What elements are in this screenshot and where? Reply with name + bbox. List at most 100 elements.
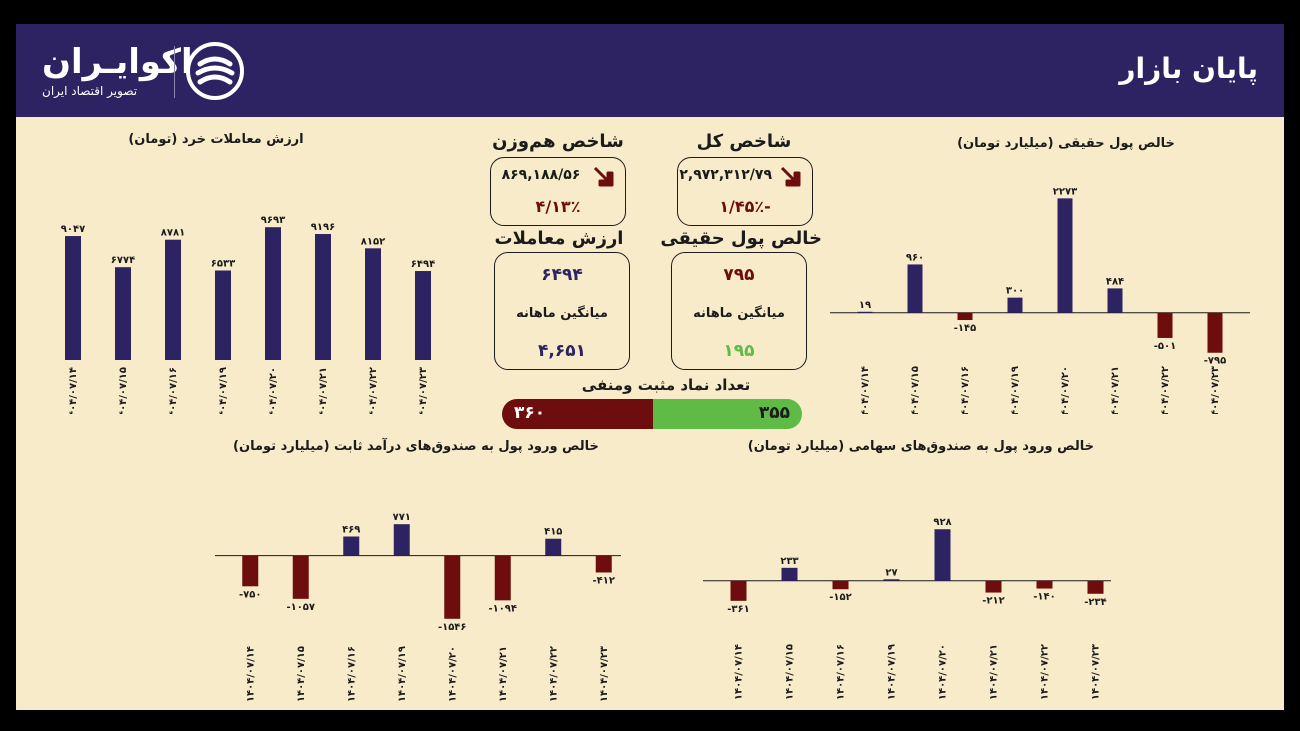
realmoney-bar [1057,198,1073,313]
equal-index-change: ۴/۱۳٪ [535,197,581,216]
header-bar: اکوایـران تصویر اقتصاد ایران پایان بازار [16,24,1284,117]
positive-symbols-count: ۳۵۵ [758,403,790,423]
retail-tick-label: ۱۴۰۴/۰۷/۲۳ [418,367,429,414]
realmoney-bar [857,311,873,313]
equityfunds-value-label: -۲۱۲ [982,596,1004,607]
fixedincome-tick-label: ۱۴۰۴/۰۷/۱۹ [397,646,408,702]
retail-bar [315,234,331,360]
retail-bar [265,227,281,360]
retail-tick-label: ۱۴۰۴/۰۷/۱۹ [218,367,229,414]
fixedincome-tick-label: ۱۴۰۴/۰۷/۲۲ [548,646,559,702]
realmoney-tick-label: ۱۴۰۴/۰۷/۱۵ [910,366,921,414]
retail-value-label: ۶۷۷۴ [111,255,135,266]
realmoney-bar [907,264,923,313]
real-money-avg-value: ۱۹۵ [723,341,755,361]
equityfunds-tick-label: ۱۴۰۴/۰۷/۱۶ [836,644,847,700]
realmoney-value-label: -۵۰۱ [1154,341,1176,352]
retail-value-label: ۸۷۸۱ [161,228,185,239]
down-arrow-icon [780,166,801,187]
realmoney-tick-label: ۱۴۰۴/۰۷/۱۶ [960,366,971,414]
fixedincome-bar [393,524,410,556]
equityfunds-bar [1036,580,1053,589]
total-index-box: ۲,۹۷۲,۳۱۲/۷۹ -۱/۴۵٪ [677,157,813,226]
retail-tick-label: ۱۴۰۴/۰۷/۲۰ [268,367,279,414]
equityfunds-bar [883,579,900,581]
fixedincome-value-label: -۴۱۲ [593,575,615,586]
retail-chart-title: ارزش معاملات خرد (تومان) [128,132,304,147]
symbols-label: تعداد نماد مثبت ومنفی [581,376,751,394]
real-money-value: ۷۹۵ [723,265,755,285]
retail-value-label: ۸۱۵۲ [361,236,385,247]
retail-value-label: ۹۰۴۷ [61,224,85,235]
equityfunds-value-label: -۱۴۰ [1033,592,1055,603]
equityfunds-bar [781,567,798,581]
realmoney-chart-title: خالص پول حقیقی (میلیارد تومان) [957,136,1175,151]
fixedincome-value-label: -۱۰۹۴ [488,603,517,614]
equityfunds-value-label: ۹۲۸ [933,517,951,528]
equityfunds-bar [985,580,1002,593]
page-title: پایان بازار [1119,52,1258,85]
equityfunds-value-label: -۲۳۴ [1084,597,1106,608]
logo-divider [174,46,175,98]
realmoney-bar [1007,297,1023,313]
fixedincome-value-label: -۱۰۵۷ [286,602,315,613]
fixedincome-bar [494,555,511,601]
equityfunds-tick-label: ۱۴۰۴/۰۷/۱۴ [734,644,745,700]
retail-tick-label: ۱۴۰۴/۰۷/۱۵ [118,367,129,414]
realmoney-tick-label: ۱۴۰۴/۰۷/۲۰ [1060,366,1071,414]
equityfunds-value-label: -۱۵۲ [829,592,851,603]
realmoney-value-label: ۱۹ [859,300,871,311]
fixedincome-bar [444,555,461,619]
equityfunds-bar [934,529,951,581]
equityfunds-tick-label: ۱۴۰۴/۰۷/۲۳ [1091,644,1102,700]
negative-symbols-count: ۳۶۰ [514,403,546,423]
negative-symbols-segment: ۳۶۰ [502,399,654,429]
fixedincome-chart-title: خالص ورود پول به صندوق‌های درآمد ثابت (م… [233,439,599,454]
retail-tick-label: ۱۴۰۴/۰۷/۱۶ [168,367,179,414]
realmoney-chart: ۱۹ ۱۴۰۴/۰۷/۱۴ ۹۶۰ ۱۴۰۴/۰۷/۱۵ -۱۴۵ ۱۴۰۴/۰۷/۱۶ ۳… [830,186,1250,414]
retail-tick-label: ۱۴۰۴/۰۷/۲۱ [318,367,329,414]
realmoney-value-label: ۴۸۴ [1106,276,1124,287]
real-money-box: ۷۹۵ میانگین ماهانه ۱۹۵ [671,252,807,370]
retail-value-label: ۹۶۹۳ [261,215,285,226]
fixedincome-tick-label: ۱۴۰۴/۰۷/۱۶ [346,646,357,702]
retail-value-label: ۶۴۹۴ [411,259,435,270]
equityfunds-bar [1087,580,1104,594]
fixedincome-bar [292,555,309,599]
trade-value-label: ارزش معاملات [494,228,624,249]
equityfunds-chart: -۳۶۱ ۱۴۰۴/۰۷/۱۴ ۲۳۳ ۱۴۰۴/۰۷/۱۵ -۱۵۲ ۱۴۰۴/۰۷/۱… [703,517,1111,700]
equityfunds-value-label: ۲۷ [885,567,897,578]
realmoney-value-label: -۷۹۵ [1204,356,1226,367]
symbols-bar: ۳۶۰ ۳۵۵ [502,399,802,429]
equityfunds-tick-label: ۱۴۰۴/۰۷/۲۰ [938,644,949,700]
retail-value-label: ۹۱۹۶ [311,222,335,233]
realmoney-value-label: ۲۲۷۳ [1053,186,1077,197]
equityfunds-bar [832,580,849,590]
total-index-value: ۲,۹۷۲,۳۱۲/۷۹ [679,167,772,183]
equal-index-value: ۸۶۹,۱۸۸/۵۶ [501,167,581,183]
fixedincome-tick-label: ۱۴۰۴/۰۷/۲۳ [599,646,610,702]
trade-value-box: ۶۴۹۴ میانگین ماهانه ۴,۶۵۱ [494,252,630,370]
fixedincome-tick-label: ۱۴۰۴/۰۷/۲۰ [447,646,458,702]
brand-tagline: تصویر اقتصاد ایران [42,84,138,98]
fixedincome-value-label: ۴۱۵ [544,527,562,538]
retail-bar [115,267,131,360]
retail-bar [215,270,231,360]
trade-value-avg-label: میانگین ماهانه [516,306,608,321]
realmoney-tick-label: ۱۴۰۴/۰۷/۲۲ [1160,366,1171,414]
fixedincome-bar [545,538,562,556]
equityfunds-value-label: ۲۳۳ [780,556,798,567]
retail-bar [65,236,81,360]
realmoney-value-label: -۱۴۵ [954,323,976,334]
realmoney-value-label: ۳۰۰ [1006,286,1024,297]
equityfunds-tick-label: ۱۴۰۴/۰۷/۱۵ [785,644,796,700]
trade-value-avg-value: ۴,۶۵۱ [538,341,586,361]
realmoney-bar [957,312,973,321]
equityfunds-tick-label: ۱۴۰۴/۰۷/۱۹ [887,644,898,700]
retail-chart: ۹۰۴۷ ۱۴۰۴/۰۷/۱۴ ۶۷۷۴ ۱۴۰۴/۰۷/۱۵ ۸۷۸۱ ۱۴۰۴/۰۷/… [61,215,435,414]
realmoney-bar [1107,288,1123,313]
realmoney-tick-label: ۱۴۰۴/۰۷/۲۱ [1110,366,1121,414]
equal-index-box: ۸۶۹,۱۸۸/۵۶ ۴/۱۳٪ [490,157,626,226]
fixedincome-bar [242,555,259,587]
realmoney-tick-label: ۱۴۰۴/۰۷/۲۳ [1210,366,1221,414]
